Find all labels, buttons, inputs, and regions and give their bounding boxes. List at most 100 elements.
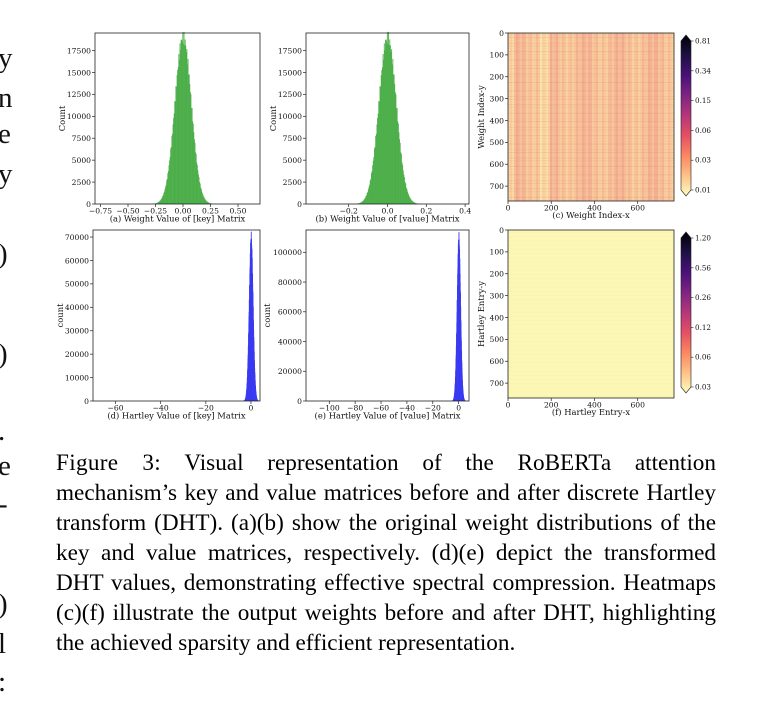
hist-bar (191, 108, 192, 204)
y-tick-label: 70000 (65, 233, 89, 242)
hist-bar (197, 170, 199, 204)
y-tick-label: 7500 (283, 134, 302, 143)
heatmap-streak (508, 79, 674, 81)
heatmap-streak (508, 269, 674, 271)
hist-bar (402, 170, 404, 204)
x-tick-label: −0.50 (116, 207, 139, 216)
heatmap-streak (508, 328, 674, 330)
heatmap-column (624, 33, 627, 201)
heatmap-streak (508, 199, 674, 201)
heatmap-column (592, 33, 595, 201)
heatmap-streak (508, 278, 674, 280)
panel-title: (a) Weight Value of [key] Matrix (110, 214, 246, 224)
margin-glyph: e (0, 118, 11, 150)
y-tick-label: 12500 (278, 90, 302, 99)
figure-caption: Figure 3: Visual representation of the R… (56, 448, 716, 658)
hist-bar (179, 43, 181, 204)
x-tick-label: −100 (319, 404, 340, 413)
hist-bar (162, 195, 164, 204)
heatmap-column (508, 33, 511, 201)
colorbar-tick-label: 0.03 (695, 156, 711, 165)
hist-bar (405, 183, 407, 204)
y-tick-label: 2500 (283, 178, 302, 187)
heatmap-streak (508, 196, 674, 198)
hist-bar (387, 44, 389, 205)
hist-bar (393, 74, 394, 204)
heatmap-streak (508, 180, 674, 181)
y-tick-label: 5000 (283, 156, 302, 165)
hist-bar (208, 202, 210, 204)
hist-bar (182, 32, 184, 205)
hist-bar (386, 32, 388, 205)
heatmap-streak (508, 182, 674, 184)
hist-bar (186, 49, 188, 204)
colorbar-tick-label: 0.26 (695, 293, 711, 302)
heatmap-column (584, 33, 587, 201)
margin-glyph: ) (0, 338, 8, 371)
heatmap-streak (508, 115, 674, 117)
hist-bar (369, 180, 371, 204)
x-tick-label: −20 (198, 404, 214, 413)
heatmap-streak (508, 93, 674, 95)
hist-bar (380, 75, 382, 204)
heatmap-column (608, 33, 611, 201)
hist-bar (157, 202, 158, 204)
y-tick-label: 15000 (67, 68, 91, 77)
heatmap-column (528, 33, 531, 201)
colorbar-tick-label: 0.15 (695, 96, 711, 105)
x-tick-label: 600 (630, 204, 645, 213)
heatmap-streak (508, 265, 674, 267)
hist-bar (188, 74, 190, 205)
hist-bar (159, 200, 161, 204)
heatmap-column (526, 33, 529, 201)
hist-bar (206, 201, 207, 204)
hist-bar (183, 44, 184, 205)
heatmap-streak (508, 65, 674, 67)
hist-bar (368, 186, 370, 204)
hist-bar (413, 202, 415, 204)
hist-bar (373, 156, 375, 204)
hist-bar (388, 31, 390, 205)
x-tick-label: 0 (506, 401, 511, 410)
x-tick-label: 0.00 (175, 207, 192, 216)
hist-bar (163, 192, 165, 204)
hist-bar (203, 197, 205, 204)
hist-bar (177, 69, 179, 204)
y-tick-label: 0 (297, 397, 302, 406)
heatmap-streak (508, 374, 674, 376)
x-tick-label: −0.75 (89, 207, 112, 216)
heatmap-streak (508, 236, 674, 238)
y-tick-label: 200 (490, 73, 505, 82)
hist-bar (407, 191, 408, 204)
y-tick-label: 60000 (65, 256, 89, 265)
x-tick-label: −60 (108, 404, 124, 413)
y-tick-label: 12500 (67, 90, 91, 99)
heatmap-streak (508, 171, 674, 173)
hist-bar (189, 92, 191, 204)
heatmap-column (666, 33, 669, 201)
heatmap-streak (508, 140, 674, 142)
margin-glyph: : (0, 666, 6, 699)
heatmap-streak (508, 135, 674, 137)
hist-bar (362, 200, 364, 204)
hist-bar (170, 148, 172, 204)
heatmap-streak (508, 163, 674, 165)
hist-bar (377, 113, 379, 204)
plot-frame (92, 229, 261, 402)
hist-bar (202, 193, 203, 204)
colorbar-tick-label: 0.01 (695, 186, 711, 195)
y-tick-label: 60000 (278, 308, 302, 317)
hist-bar (196, 164, 198, 204)
heatmap-streak (508, 132, 674, 134)
heatmap-streak (508, 84, 674, 86)
heatmap-column (596, 33, 599, 201)
y-tick-label: 0 (499, 29, 504, 38)
hist-bar (156, 202, 158, 204)
heatmap-column (534, 33, 537, 201)
heatmap-column (532, 33, 535, 201)
caption-label: Figure 3: (56, 450, 162, 476)
heatmap-column (656, 33, 659, 201)
hist-bar (404, 182, 406, 204)
hist-bar (385, 39, 387, 204)
hist-bar (397, 121, 399, 204)
